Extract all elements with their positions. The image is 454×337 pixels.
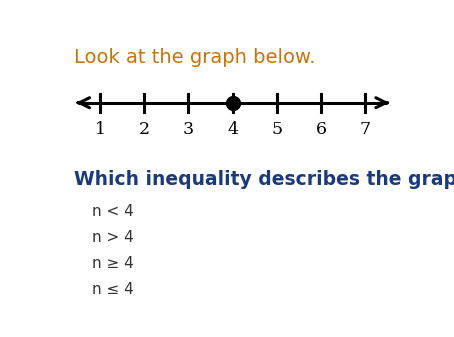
Text: 7: 7 (360, 121, 371, 138)
Text: 4: 4 (227, 121, 238, 138)
Text: 3: 3 (183, 121, 194, 138)
Text: 5: 5 (271, 121, 282, 138)
Text: n ≤ 4: n ≤ 4 (92, 282, 133, 297)
Text: 2: 2 (138, 121, 150, 138)
Text: 1: 1 (94, 121, 105, 138)
Text: 6: 6 (316, 121, 326, 138)
Text: n > 4: n > 4 (92, 230, 133, 245)
Text: n < 4: n < 4 (92, 204, 133, 219)
Text: n ≥ 4: n ≥ 4 (92, 256, 133, 271)
Text: Look at the graph below.: Look at the graph below. (74, 48, 316, 67)
Text: Which inequality describes the graph?: Which inequality describes the graph? (74, 170, 454, 189)
